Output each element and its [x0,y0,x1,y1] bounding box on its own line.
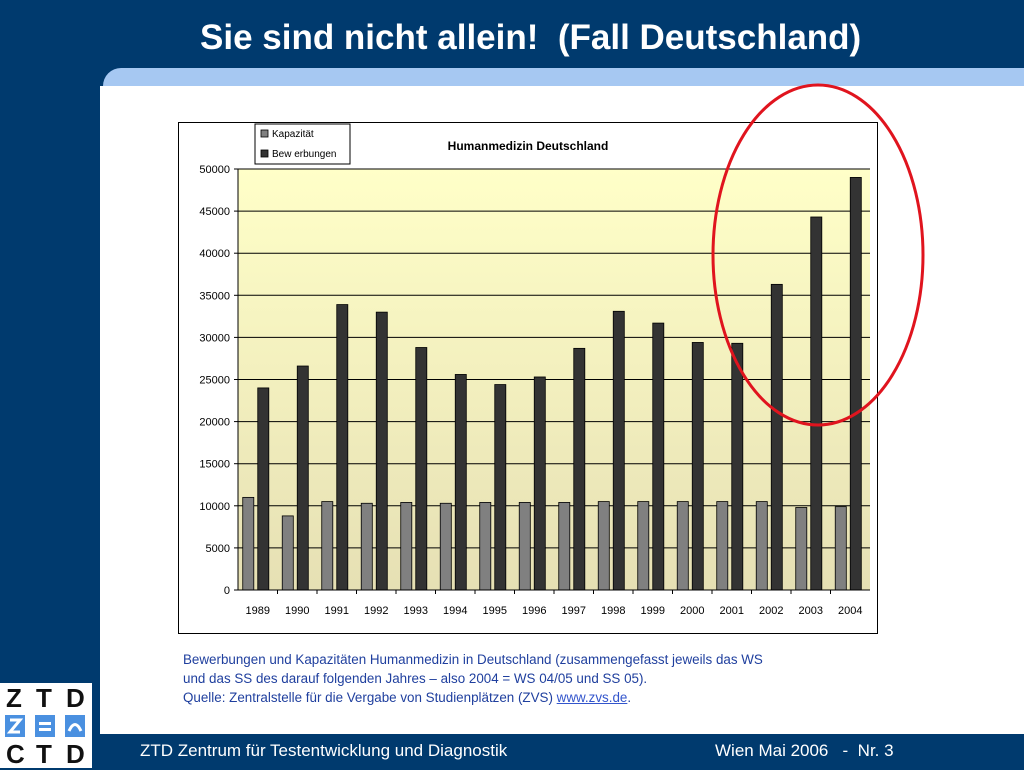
x-tick-label: 2004 [838,605,862,617]
logo-letter: D [66,683,85,713]
x-tick-label: 1998 [601,605,625,617]
bar-kapazitaet [716,501,729,591]
slide-title: Sie sind nicht allein! (Fall Deutschland… [200,18,862,57]
bar-bewerbungen [454,374,467,591]
logo-letter: T [36,739,52,769]
bar-bewerbungen [849,177,862,591]
x-tick-label: 2000 [680,605,704,617]
x-tick-label: 1989 [246,605,270,617]
bar-bewerbungen [612,310,625,591]
y-tick-label: 25000 [199,375,230,387]
logo-symbol-2 [35,715,55,737]
bar-kapazitaet [439,502,452,591]
y-tick-label: 45000 [199,206,230,218]
bar-bewerbungen [494,384,507,591]
bar-bewerbungen [810,216,823,591]
bar-bewerbungen [691,342,704,591]
caption-line-1: Bewerbungen und Kapazitäten Humanmedizin… [183,652,763,667]
bar-kapazitaet [676,501,689,591]
x-tick-label: 1996 [522,605,546,617]
chart-caption: Bewerbungen und Kapazitäten Humanmedizin… [183,650,883,707]
caption-source-suffix: . [627,690,632,705]
bar-kapazitaet [755,501,768,591]
footer-organization: ZTD Zentrum für Testentwicklung und Diag… [140,741,508,760]
caption-line-2: und das SS des darauf folgenden Jahres –… [183,671,648,686]
y-tick-label: 5000 [206,543,230,555]
legend-swatch-bewerbungen [260,149,269,158]
bar-bewerbungen [415,347,428,591]
legend-label-bewerbungen: Bew erbungen [272,149,337,160]
bar-kapazitaet [479,502,492,591]
legend-swatch-kapazitaet [260,129,269,138]
footer: ZTD Zentrum für Testentwicklung und Diag… [100,734,1024,768]
x-tick-label: 1999 [641,605,665,617]
bar-bewerbungen [257,387,270,591]
bar-bewerbungen [573,347,586,591]
y-tick-label: 40000 [199,248,230,260]
bar-kapazitaet [795,507,808,591]
bar-kapazitaet [597,501,610,591]
x-tick-label: 1991 [325,605,349,617]
x-tick-label: 1990 [285,605,309,617]
legend-label-kapazitaet: Kapazität [272,129,314,140]
x-tick-labels: 1989 1990 1991 1992 1993 1994 1995 1996 1997 1998… [246,590,862,617]
bar-kapazitaet [834,506,847,591]
bar-kapazitaet [281,515,294,591]
logo-symbol-1-mark [6,718,24,734]
bar-kapazitaet [558,502,571,591]
bar-bewerbungen [296,365,309,591]
bar-kapazitaet [321,501,334,591]
x-tick-label: 2001 [720,605,744,617]
logo-symbol-2-mark [39,728,51,731]
y-tick-label: 35000 [199,290,230,302]
legend: Kapazität Bew erbungen [254,123,351,165]
x-tick-label: 1997 [562,605,586,617]
bar-kapazitaet [242,496,255,591]
bar-bewerbungen [533,376,546,591]
bar-kapazitaet [637,501,650,591]
logo-symbol-3-mark [67,723,83,732]
y-tick-label: 20000 [199,417,230,429]
bar-bewerbungen [375,311,388,591]
x-tick-label: 1993 [404,605,428,617]
x-tick-label: 2002 [759,605,783,617]
y-tick-labels: 0 5000 10000 15000 20000 25000 30000 35000 40000… [199,164,230,597]
y-tick-label: 15000 [199,459,230,471]
bar-kapazitaet [400,502,413,591]
y-tick-label: 10000 [199,501,230,513]
caption-source: Quelle: Zentralstelle für die Vergabe vo… [183,690,557,705]
bar-chart: 0 5000 10000 15000 20000 25000 30000 35000 40000… [178,122,878,634]
y-tick-label: 30000 [199,332,230,344]
y-tick-label: 0 [224,585,230,597]
bar-kapazitaet [360,502,373,591]
logo-letter: T [36,683,52,713]
legend-box [254,123,351,165]
logo-symbols [5,715,85,737]
footer-date-page: Wien Mai 2006 - Nr. 3 [715,741,894,760]
zvs-link[interactable]: www.zvs.de [556,690,628,705]
chart-title: Humanmedizin Deutschland [448,139,609,153]
logo-letter: D [66,739,85,769]
ztd-logo: Z T D C T D [0,683,92,769]
bar-bewerbungen [652,322,665,591]
bar-bewerbungen [770,283,783,591]
x-tick-label: 2003 [799,605,823,617]
logo-letter: C [6,739,25,769]
logo-letter: Z [6,683,22,713]
y-tick-label: 50000 [199,164,230,176]
logo-symbol-2-mark [39,722,51,725]
x-tick-label: 1994 [443,605,467,617]
bar-bewerbungen [336,304,349,591]
bar-kapazitaet [518,502,531,591]
x-tick-label: 1992 [364,605,388,617]
x-tick-label: 1995 [483,605,507,617]
bar-bewerbungen [731,342,744,591]
